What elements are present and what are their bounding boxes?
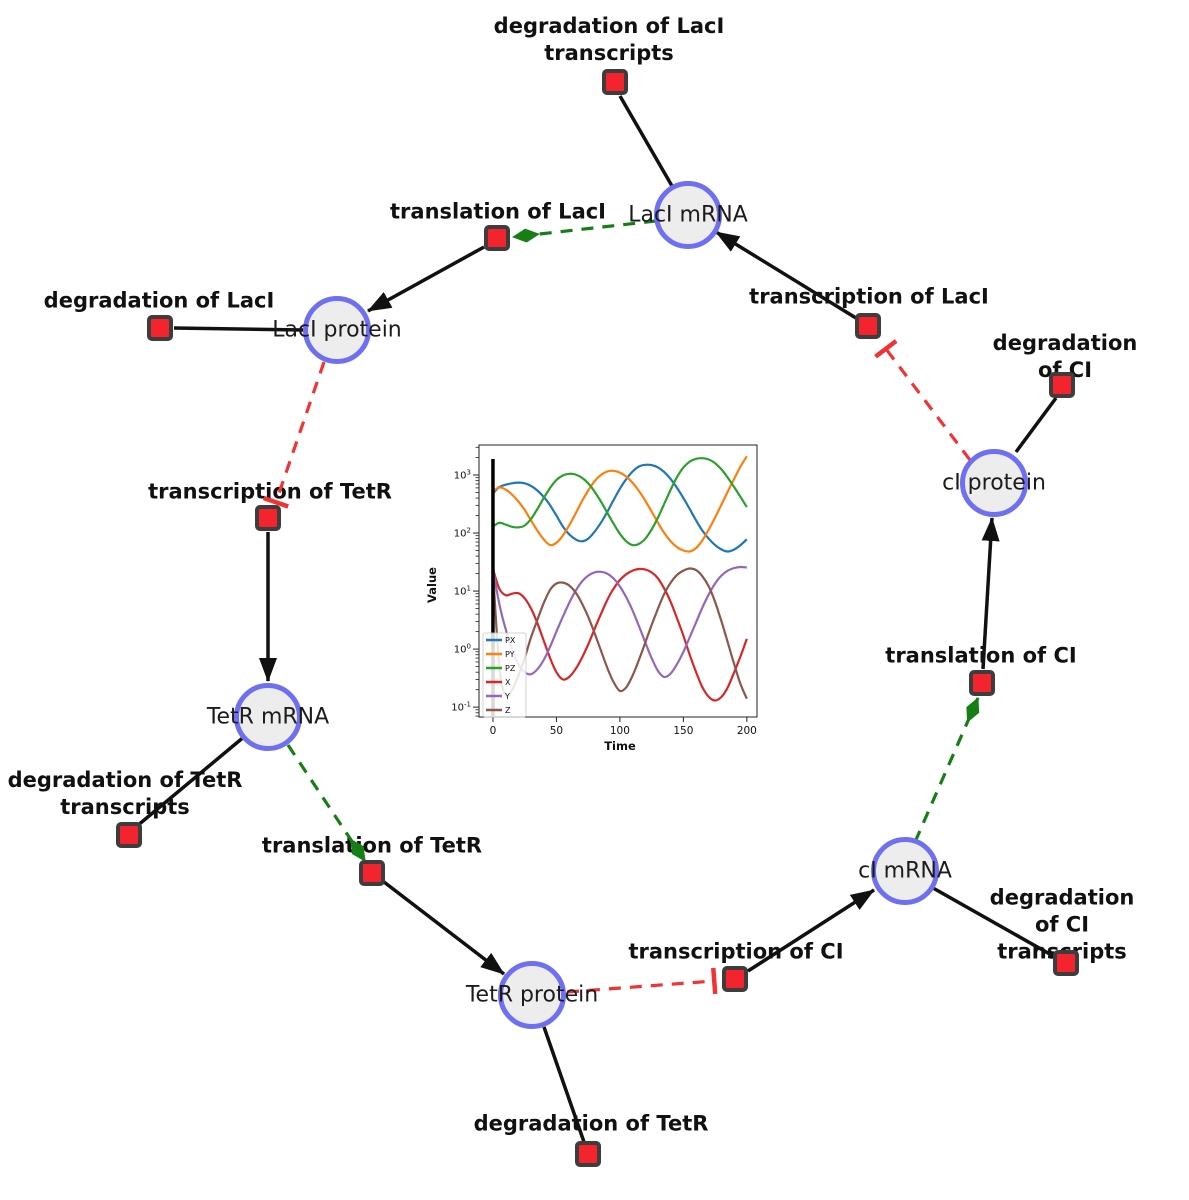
edge-lacimrna-degradation-transcripts xyxy=(618,95,674,187)
edge-ciprotein-inhibits-transcription-laci xyxy=(874,339,972,461)
label-translation-of-tetr: translation of TetR xyxy=(261,833,483,858)
label-degradation-of-tetr: degradation of TetR xyxy=(473,1111,709,1136)
series-Z xyxy=(491,567,748,700)
species-label-ci-mrna: cI mRNA xyxy=(858,858,952,884)
species-label-laci-protein: LacI protein xyxy=(272,317,402,343)
node-ci-protein[interactable] xyxy=(960,449,1028,517)
x-axis-label: Time xyxy=(604,739,636,753)
node-degradation-laci[interactable] xyxy=(147,315,173,341)
node-translation-tetr[interactable] xyxy=(359,860,385,886)
node-laci-protein[interactable] xyxy=(303,296,371,364)
label-transcription-of-tetr: transcription of TetR xyxy=(148,479,392,504)
label-translation-of-ci: translation of CI xyxy=(885,643,1077,668)
x-tick-label: 150 xyxy=(673,725,693,737)
legend-label-PZ: PZ xyxy=(505,664,516,673)
node-transcription-laci[interactable] xyxy=(855,313,881,339)
node-ci-mrna[interactable] xyxy=(871,837,939,905)
node-tetr-protein[interactable] xyxy=(498,961,566,1029)
legend-label-Z: Z xyxy=(505,706,511,715)
species-label-tetr-protein: TetR protein xyxy=(465,982,599,1008)
node-degradation-ci-transcripts[interactable] xyxy=(1053,950,1079,976)
series-Y xyxy=(491,565,747,679)
node-degradation-laci-transcripts[interactable] xyxy=(602,69,628,95)
node-transcription-tetr[interactable] xyxy=(255,505,281,531)
edge-translation-laci-to-protein xyxy=(367,245,485,313)
series-X xyxy=(491,567,748,702)
legend-label-PX: PX xyxy=(505,636,516,645)
legend-label-Y: Y xyxy=(504,692,510,701)
species-label-tetr-mrna: TetR mRNA xyxy=(206,704,330,730)
species-label-ci-protein: cI protein xyxy=(942,470,1046,496)
label-degradation-of-tetr-transcripts: degradation of TetR transcripts xyxy=(7,768,243,819)
legend-box xyxy=(482,632,527,718)
label-translation-of-laci: translation of LacI xyxy=(390,199,606,224)
series-PY xyxy=(492,455,748,553)
node-degradation-ci[interactable] xyxy=(1049,372,1075,398)
series-PX xyxy=(492,463,748,553)
y-axis-label: Value xyxy=(425,567,439,603)
label-transcription-of-ci: transcription of CI xyxy=(628,939,844,964)
node-degradation-tetr[interactable] xyxy=(575,1141,601,1167)
label-degradation-of-laci: degradation of LacI xyxy=(43,288,275,313)
label-transcription-of-laci: transcription of LacI xyxy=(749,284,989,309)
node-transcription-ci[interactable] xyxy=(722,966,748,992)
species-label-laci-mrna: LacI mRNA xyxy=(628,202,748,228)
node-tetr-mrna[interactable] xyxy=(234,683,302,751)
node-laci-mrna[interactable] xyxy=(654,181,722,249)
edge-translation-tetr-to-protein xyxy=(382,880,506,976)
x-tick-label: 200 xyxy=(737,725,757,737)
edge-cimrna-modifies-translation xyxy=(913,697,980,843)
series-PZ xyxy=(492,457,748,547)
edge-ciprotein-degradation xyxy=(1014,396,1058,454)
node-degradation-tetr-transcripts[interactable] xyxy=(116,822,142,848)
x-tick-label: 50 xyxy=(550,725,563,737)
legend-label-X: X xyxy=(505,678,511,687)
label-degradation-of-laci-transcripts: degradation of LacI transcripts xyxy=(493,14,725,65)
node-translation-laci[interactable] xyxy=(484,225,510,251)
x-tick-label: 0 xyxy=(490,725,497,737)
node-translation-ci[interactable] xyxy=(969,670,995,696)
x-tick-label: 100 xyxy=(610,725,630,737)
legend-label-PY: PY xyxy=(505,650,515,659)
